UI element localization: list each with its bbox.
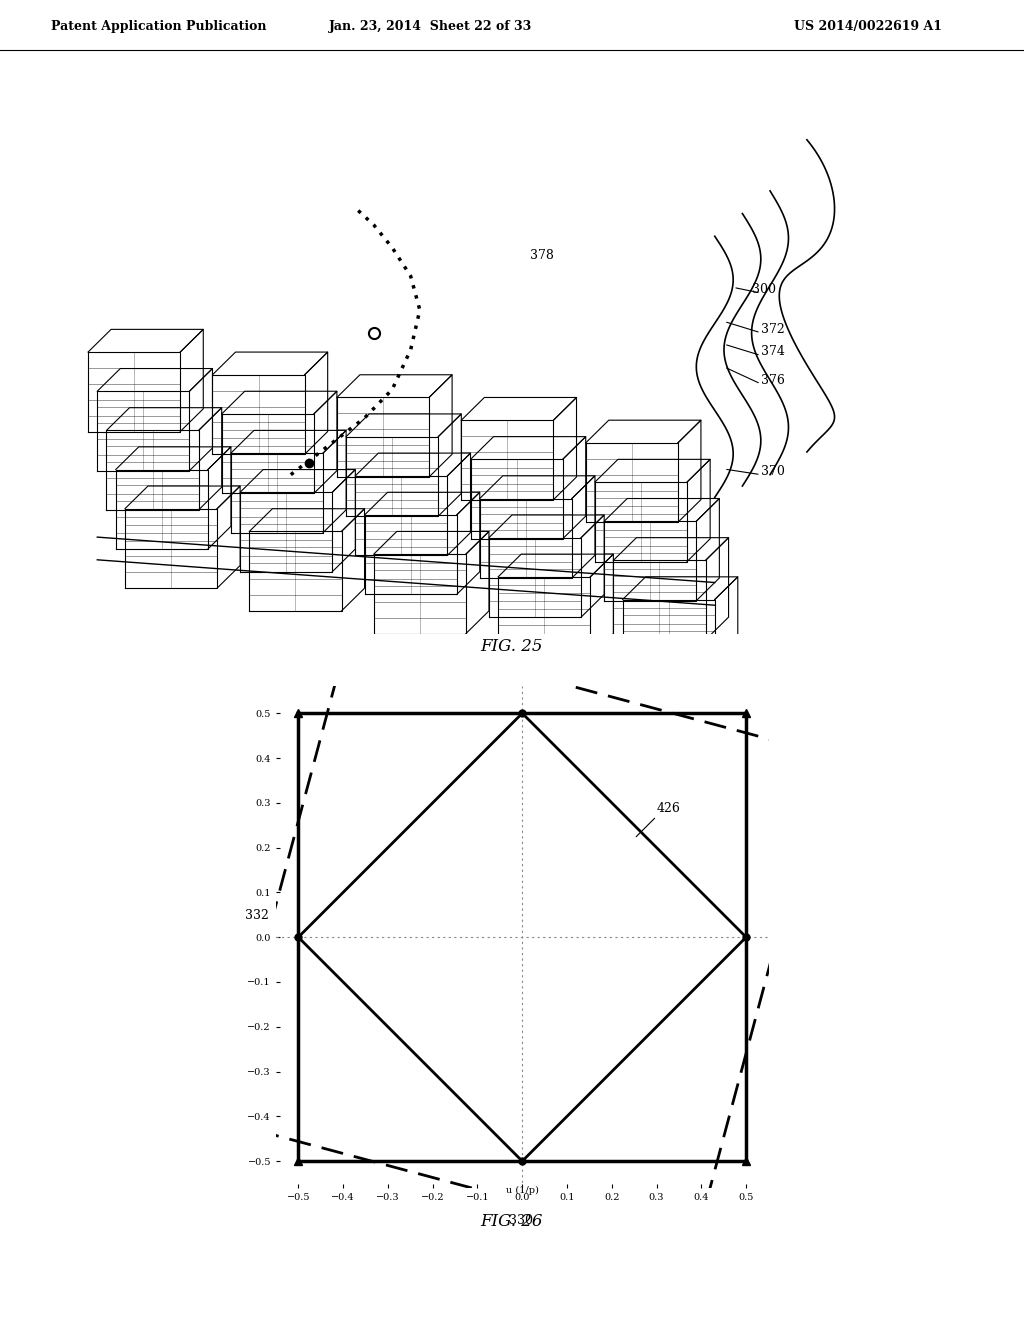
Text: FIG. 25: FIG. 25 <box>480 639 544 655</box>
Text: 378: 378 <box>530 249 554 261</box>
Text: 370: 370 <box>761 465 784 478</box>
Text: 300: 300 <box>752 282 775 296</box>
Text: FIG. 26: FIG. 26 <box>480 1213 544 1229</box>
Text: Patent Application Publication: Patent Application Publication <box>51 20 266 33</box>
Text: 330: 330 <box>509 1214 532 1226</box>
Text: 372: 372 <box>761 323 784 335</box>
Text: 376: 376 <box>761 374 784 387</box>
Text: US 2014/0022619 A1: US 2014/0022619 A1 <box>794 20 942 33</box>
Text: Jan. 23, 2014  Sheet 22 of 33: Jan. 23, 2014 Sheet 22 of 33 <box>329 20 531 33</box>
Text: 426: 426 <box>656 801 681 814</box>
Text: 374: 374 <box>761 346 784 359</box>
Text: u (1/p): u (1/p) <box>506 1185 539 1195</box>
Text: 332: 332 <box>245 909 268 923</box>
